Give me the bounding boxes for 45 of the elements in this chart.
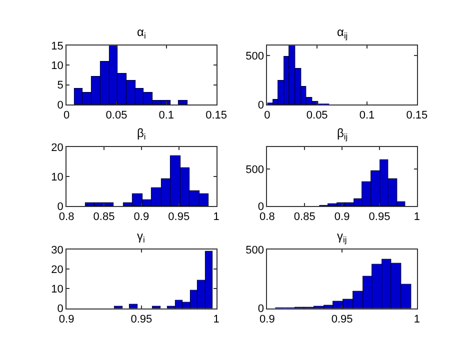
x-tick-label: 0.9 xyxy=(58,314,74,326)
y-tick-label: 0 xyxy=(258,200,264,213)
x-tick-label: 0.05 xyxy=(306,110,328,122)
y-tick-label: 500 xyxy=(246,164,264,176)
x-tick-label: 0.95 xyxy=(331,314,353,326)
x-tick-label: 0.9 xyxy=(134,211,150,224)
x-tick-label: 0.9 xyxy=(260,314,275,326)
y-tick-label: 15 xyxy=(51,40,64,52)
x-tick-label: 0.9 xyxy=(334,211,350,224)
x-tick-label: 0.95 xyxy=(130,314,152,326)
chart-title: α$_{i}$ xyxy=(137,25,146,41)
chart-title: γ$_{ij}$ xyxy=(337,229,347,245)
x-tick-label: 0.95 xyxy=(168,211,190,224)
y-tick-label: 0 xyxy=(258,99,264,112)
y-tick-label: 0 xyxy=(57,200,64,213)
x-tick-label: 1 xyxy=(414,314,420,326)
y-tick-label: 500 xyxy=(246,50,264,62)
y-tick-label: 0 xyxy=(57,99,64,112)
x-tick-label: 0.05 xyxy=(106,110,128,122)
x-tick-label: 1 xyxy=(213,211,220,224)
y-tick-label: 20 xyxy=(51,142,64,154)
y-tick-label: 500 xyxy=(246,244,264,256)
chart-title: γ$_{i}$ xyxy=(137,229,145,245)
chart-title: β$_{ij}$ xyxy=(337,126,348,142)
x-tick-label: 0.1 xyxy=(359,110,375,122)
chart-title: β$_{i}$ xyxy=(137,126,146,142)
x-tick-label: 0.95 xyxy=(368,211,390,224)
x-tick-label: 0.15 xyxy=(406,110,428,122)
chart-title: α$_{ij}$ xyxy=(337,25,348,41)
x-tick-label: 1 xyxy=(213,314,220,326)
x-tick-label: 0.15 xyxy=(206,110,228,122)
y-tick-label: 20 xyxy=(51,264,64,276)
y-tick-label: 10 xyxy=(51,171,64,184)
x-tick-label: 0.8 xyxy=(260,211,275,224)
y-tick-label: 10 xyxy=(51,60,64,72)
x-tick-label: 0.1 xyxy=(158,110,174,122)
y-tick-label: 10 xyxy=(51,284,64,296)
y-tick-label: 30 xyxy=(51,244,64,256)
y-tick-label: 0 xyxy=(258,303,264,316)
x-tick-label: 0.8 xyxy=(58,211,74,224)
y-tick-label: 5 xyxy=(57,80,64,92)
x-tick-label: 0.85 xyxy=(93,211,115,224)
x-tick-label: 1 xyxy=(414,211,420,224)
y-tick-label: 0 xyxy=(57,303,64,316)
x-tick-label: 0.85 xyxy=(294,211,316,224)
